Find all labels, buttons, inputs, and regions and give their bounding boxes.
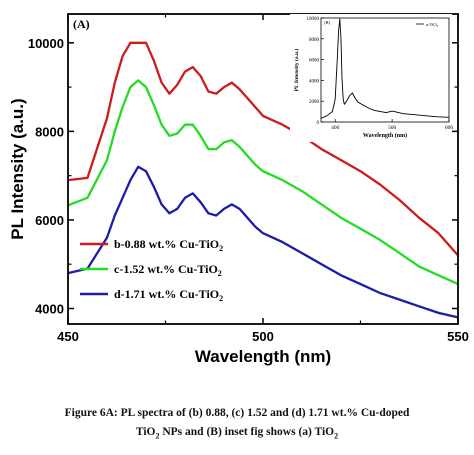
inset-x-axis-label: Wavelength (nm) [363,132,407,139]
inset-x-tick-label: 500 [388,125,397,131]
caption-tio2-text: TiO [135,426,156,438]
x-tick-label: 450 [57,329,79,344]
inset-series-line [320,18,450,119]
inset-legend: a-TiO2 [416,22,439,28]
caption-inset-text: NPs and (B) inset fig shows (a) TiO [159,426,335,438]
y-tick-label: 6000 [35,213,64,228]
legend-label: c-1.52 wt.% Cu-TiO2 [114,262,222,278]
legend: b-0.88 wt.% Cu-TiO2 c-1.52 wt.% Cu-TiO2 d-… [80,237,223,303]
main-plot-frame [67,13,459,325]
panel-label: (A) [73,17,90,31]
inset-legend-label: a-TiO2 [426,22,439,28]
inset-y-tick-label: 4000 [309,79,320,84]
caption-subscript: 2 [155,431,160,441]
inset-plot-frame [320,17,450,123]
x-tick-label: 550 [447,329,469,344]
y-tick-label: 10000 [28,36,64,51]
series-line-c [67,79,459,286]
inset-y-tick-label: 6000 [309,59,320,64]
main-series-group [67,41,459,319]
legend-label: b-0.88 wt.% Cu-TiO2 [114,237,223,253]
inset-panel-label: (B) [324,20,331,25]
inset-background [290,14,452,142]
series-line-d [67,165,459,319]
y-axis-label: PL Intensity (a.u.) [8,98,27,239]
inset-x-tick-label: 600 [445,125,454,131]
y-tick-label: 8000 [35,124,64,139]
inset-y-tick-label: 8000 [309,38,320,43]
inset-y-tick-label: 10000 [307,17,320,22]
caption-line-1: Figure 6A: PL spectra of (b) 0.88, (c) 1… [64,407,410,419]
x-axis-label: Wavelength (nm) [195,347,331,366]
caption-subscript: 2 [334,431,339,441]
caption-line-2: TiO2 NPs and (B) inset fig shows (a) TiO… [0,423,474,445]
inset-series-group [320,18,450,119]
y-tick-label: 4000 [35,302,64,317]
inset-y-axis-label: PL Intensity (a.u.) [293,49,300,92]
inset-y-tick-label: 0 [317,121,320,126]
inset-y-tick-label: 2000 [309,100,320,105]
x-tick-label: 500 [252,329,274,344]
figure-caption: Figure 6A: PL spectra of (b) 0.88, (c) 1… [0,404,474,445]
inset-x-tick-label: 400 [331,125,340,131]
series-line-b [67,41,459,257]
legend-label: d-1.71 wt.% Cu-TiO2 [114,287,223,303]
